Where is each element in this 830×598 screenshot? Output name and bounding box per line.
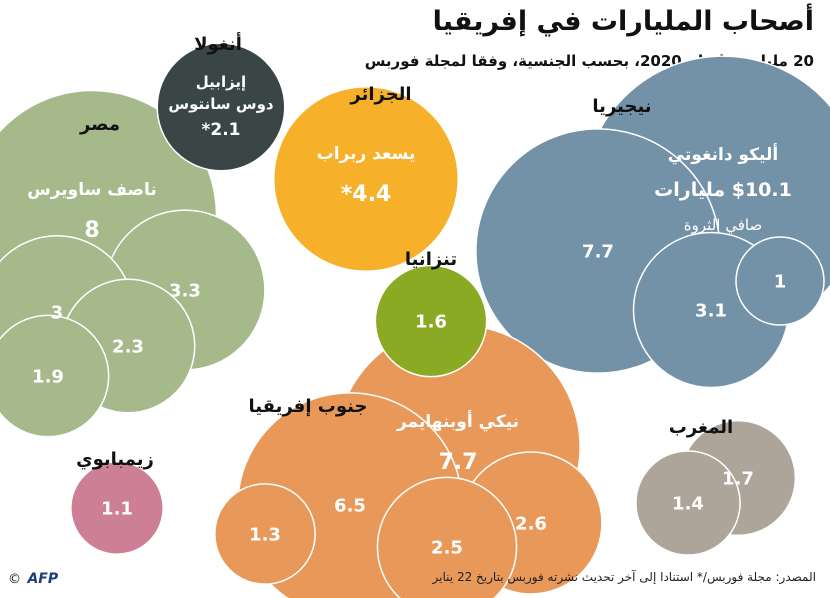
bubble-name-label: دوس سانتوس: [168, 95, 273, 113]
bubble-value-label: 1: [774, 271, 787, 292]
bubble: [272, 85, 460, 273]
bubble: [376, 476, 518, 598]
bubble-value-label: 1.7: [722, 468, 754, 489]
country-label: المغرب: [669, 417, 733, 438]
country-group: 1.7 1.4 المغرب: [635, 417, 797, 556]
country-group: نيكي أوبنهايمر 7.7 6.5 2.6 2.5 1.3 جنوب إفريقي…: [214, 324, 603, 598]
bubble: [735, 236, 825, 326]
country-label: أنغولا: [194, 32, 242, 55]
bubble-note-label: صافي الثروة: [684, 216, 762, 235]
bubble-value-label: 8: [84, 218, 99, 243]
country-group: يسعد ربراب *4.4 الجزائر: [272, 84, 460, 273]
bubble: [156, 42, 286, 172]
bubble: [635, 450, 741, 556]
bubble-value-label: 7.7: [439, 450, 478, 475]
bubble-name-label: أليكو دانغوتي: [668, 143, 778, 165]
country-label: نيجيريا: [592, 96, 651, 117]
country-group: أليكو دانغوتي $10.1 مليارات صافي الثروة 7.7…: [475, 55, 830, 389]
bubble-value-label: 6.5: [334, 495, 366, 516]
bubble-value-label: *4.4: [341, 182, 391, 207]
country-group: 1.1 زيمبابوي: [70, 449, 164, 555]
bubble: [0, 314, 110, 438]
bubble-value-label: 2.6: [515, 513, 547, 534]
bubble-value-label: *2.1: [201, 120, 240, 140]
country-label: مصر: [79, 114, 120, 135]
bubble-value-label: 3.1: [695, 300, 727, 321]
bubble-value-label: $10.1 مليارات: [654, 179, 792, 201]
bubble-name-label: يسعد ربراب: [317, 144, 416, 164]
afp-brand: AFP: [27, 571, 59, 587]
bubble-value-label: 3: [51, 302, 64, 323]
bubble-value-label: 1.9: [32, 366, 64, 387]
bubble: [70, 461, 164, 555]
bubble-value-label: 1.4: [672, 493, 704, 514]
copyright-symbol: ©: [8, 572, 21, 587]
bubble-name-label: إيزابيل: [196, 73, 246, 91]
bubble-value-label: 3.3: [169, 280, 201, 301]
bubble-value-label: 7.7: [582, 241, 614, 262]
bubble: [214, 483, 316, 585]
bubble-value-label: 1.3: [249, 524, 281, 545]
page-title: أصحاب المليارات في إفريقيا: [432, 6, 814, 37]
afp-logo: © AFP: [8, 571, 58, 587]
bubble-value-label: 1.1: [101, 498, 133, 519]
bubble-value-label: 2.5: [431, 537, 463, 558]
bubble-value-label: 2.3: [112, 336, 144, 357]
bubble-name-label: نيكي أوبنهايمر: [396, 410, 519, 432]
country-label: الجزائر: [349, 84, 411, 105]
source-note: المصدر: مجلة فوربس/* استنادا إلى آخر تحد…: [432, 570, 816, 584]
country-label: جنوب إفريقيا: [249, 396, 368, 417]
bubble: [374, 264, 488, 378]
country-group: إيزابيل دوس سانتوس *2.1 أنغولا: [156, 32, 286, 172]
bubble-value-label: 1.6: [415, 311, 447, 332]
country-group: 1.6 تنزانيا: [374, 249, 488, 378]
bubble-name-label: ناصف ساويرس: [27, 180, 156, 200]
country-label: تنزانيا: [405, 249, 457, 270]
country-label: زيمبابوي: [76, 449, 154, 470]
country-group: ناصف ساويرس 8 3.3 3 2.3 1.9 مصر: [0, 89, 266, 438]
